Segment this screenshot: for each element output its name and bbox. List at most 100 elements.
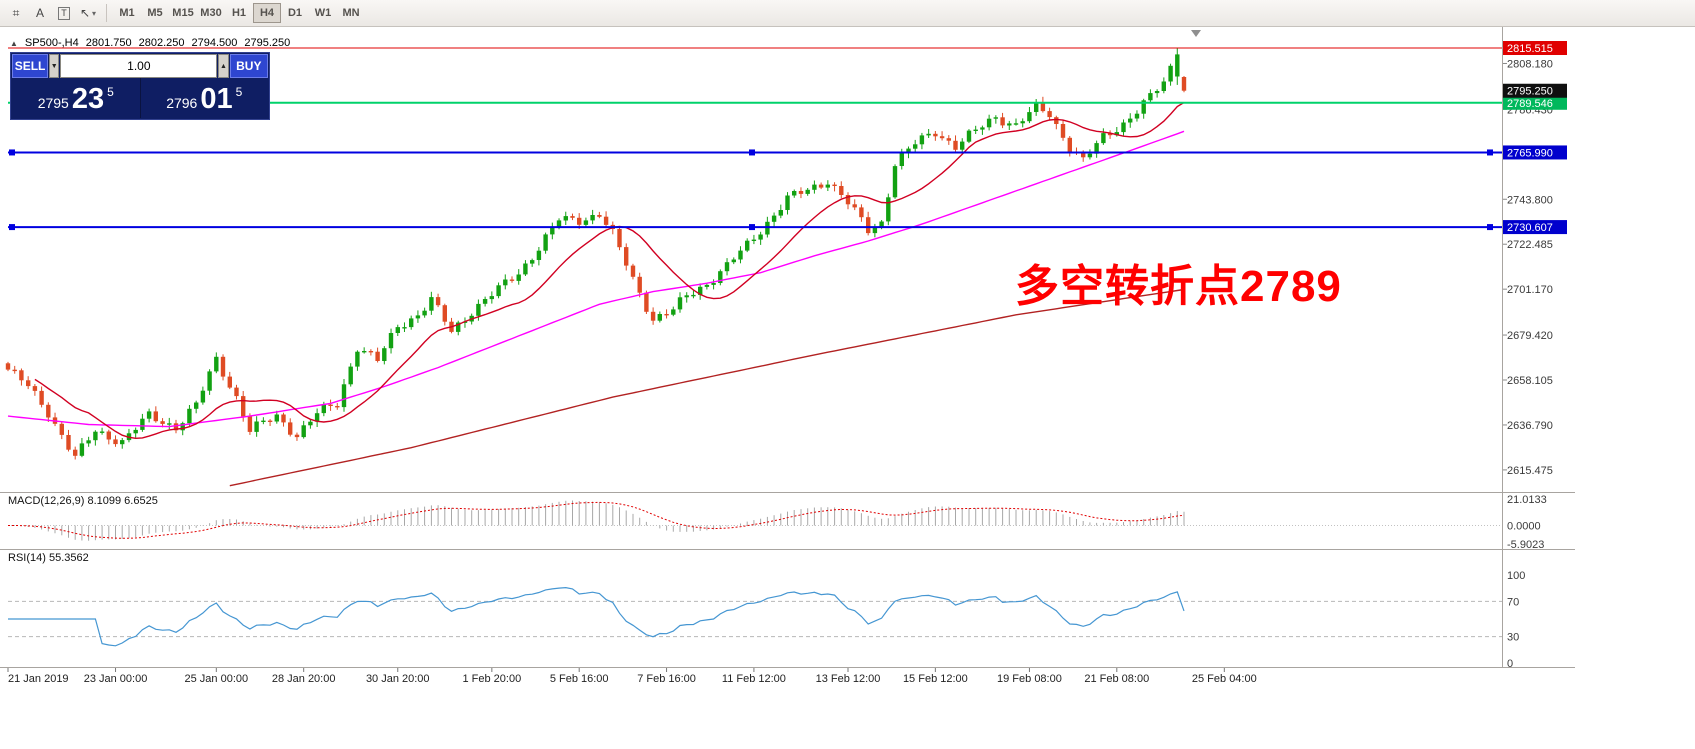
svg-text:2658.105: 2658.105 [1507, 375, 1553, 387]
svg-text:2765.990: 2765.990 [1507, 147, 1553, 159]
price-badge: 2730.607 [1503, 220, 1567, 235]
svg-text:13 Feb 12:00: 13 Feb 12:00 [816, 673, 881, 685]
rsi-line [8, 586, 1185, 647]
volume-input[interactable] [60, 54, 218, 78]
svg-text:2795.250: 2795.250 [1507, 86, 1553, 98]
svg-text:2615.475: 2615.475 [1507, 465, 1553, 477]
svg-text:2815.515: 2815.515 [1507, 43, 1553, 55]
price-axis[interactable]: 2808.1802786.4302743.8002722.4852701.170… [1503, 58, 1553, 477]
price-badge: 2815.515 [1503, 41, 1567, 56]
svg-text:70: 70 [1507, 596, 1519, 608]
symbol-ohlc-header: ▲ SP500-,H4 2801.750 2802.250 2794.500 2… [10, 37, 290, 49]
svg-text:21 Feb 08:00: 21 Feb 08:00 [1084, 673, 1149, 685]
svg-text:2701.170: 2701.170 [1507, 284, 1553, 296]
text-box-tool-button[interactable]: T [52, 2, 76, 24]
sell-button[interactable]: SELL [12, 54, 49, 78]
svg-text:2722.485: 2722.485 [1507, 239, 1553, 251]
panel-borders [0, 27, 1575, 668]
price-badge: 2789.546 [1503, 95, 1567, 110]
bid-price-big-digits: 23 [71, 83, 105, 115]
text-tool-icon: A [35, 6, 44, 20]
bid-price[interactable]: 2795 23 5 [12, 78, 140, 118]
svg-text:-5.9023: -5.9023 [1507, 539, 1544, 551]
svg-text:23 Jan 00:00: 23 Jan 00:00 [84, 673, 148, 685]
time-axis[interactable]: 21 Jan 2019 23 Jan 00:00 25 Jan 00:00 28 Ja… [7, 668, 1257, 685]
toolbar-separator [106, 4, 107, 22]
volume-decrease-button[interactable]: ▼ [49, 54, 60, 78]
timeframe-m1[interactable]: M1 [113, 3, 141, 23]
svg-text:25 Jan 00:00: 25 Jan 00:00 [185, 673, 249, 685]
svg-text:0.0000: 0.0000 [1507, 520, 1541, 532]
chart-shift-marker[interactable] [1191, 30, 1201, 37]
line-handle[interactable] [1487, 149, 1493, 156]
bid-price-main: 2795 [37, 95, 69, 111]
rsi-panel: 100 70 30 0 RSI(14) 55.3562 [8, 552, 1525, 670]
macd-signal-line [8, 501, 1185, 539]
svg-text:RSI(14) 55.3562: RSI(14) 55.3562 [8, 552, 89, 564]
crosshair-tool-button[interactable]: ⌗ [4, 2, 28, 24]
chart-canvas[interactable]: 2808.1802786.4302743.8002722.4852701.170… [0, 27, 1695, 749]
svg-text:25 Feb 04:00: 25 Feb 04:00 [1192, 673, 1257, 685]
bar-open-value: 2801.750 [85, 37, 132, 49]
volume-increase-button[interactable]: ▲ [218, 54, 229, 78]
svg-text:28 Jan 20:00: 28 Jan 20:00 [272, 673, 336, 685]
svg-text:30: 30 [1507, 632, 1519, 644]
ask-price[interactable]: 2796 01 5 [139, 78, 269, 118]
svg-text:0: 0 [1507, 658, 1513, 670]
draw-objects-button[interactable]: ↖ ▾ [76, 2, 100, 24]
text-label-tool-button[interactable]: A [28, 2, 52, 24]
line-handle[interactable] [1487, 224, 1493, 231]
ma-medium-line [7, 130, 1185, 428]
timeframe-m5[interactable]: M5 [141, 3, 169, 23]
timeframe-w1[interactable]: W1 [309, 3, 337, 23]
timeframe-m30[interactable]: M30 [197, 3, 225, 23]
svg-text:2636.790: 2636.790 [1507, 420, 1553, 432]
bar-low-value: 2794.500 [191, 37, 238, 49]
ask-price-main: 2796 [166, 95, 198, 111]
timeframe-mn[interactable]: MN [337, 3, 365, 23]
svg-text:7 Feb 16:00: 7 Feb 16:00 [637, 673, 696, 685]
one-click-trading-panel: SELL ▼ ▲ BUY 2795 23 5 2796 01 5 [10, 52, 270, 120]
svg-text:5 Feb 16:00: 5 Feb 16:00 [550, 673, 609, 685]
buy-button[interactable]: BUY [229, 54, 269, 78]
svg-text:2789.546: 2789.546 [1507, 98, 1553, 110]
svg-text:19 Feb 08:00: 19 Feb 08:00 [997, 673, 1062, 685]
expand-icon: ▲ [10, 38, 18, 48]
bar-close-value: 2795.250 [244, 37, 291, 49]
bid-price-pip: 5 [107, 85, 114, 99]
line-handle[interactable] [9, 149, 15, 156]
price-badge: 2795.250 [1503, 83, 1567, 98]
ask-price-pip: 5 [235, 85, 243, 99]
candlestick-series [5, 48, 1187, 460]
draw-objects-icon: ↖ [79, 6, 91, 20]
timeframe-h4[interactable]: H4 [253, 3, 281, 23]
svg-text:2730.607: 2730.607 [1507, 222, 1553, 234]
svg-text:2808.180: 2808.180 [1507, 58, 1553, 70]
svg-text:2743.800: 2743.800 [1507, 194, 1553, 206]
svg-text:21.0133: 21.0133 [1507, 494, 1547, 506]
line-handle[interactable] [9, 224, 15, 231]
timeframe-d1[interactable]: D1 [281, 3, 309, 23]
top-toolbar: ⌗ A T ↖ ▾ M1 M5 M15 M30 H1 H4 D1 W1 MN [0, 0, 1695, 27]
svg-text:15 Feb 12:00: 15 Feb 12:00 [903, 673, 968, 685]
line-handle[interactable] [749, 149, 755, 156]
bar-high-value: 2802.250 [138, 37, 185, 49]
svg-text:11 Feb 12:00: 11 Feb 12:00 [722, 673, 786, 685]
price-badge: 2765.990 [1503, 145, 1567, 160]
svg-text:100: 100 [1507, 570, 1525, 582]
ma-slow-line [229, 288, 1185, 487]
symbol-name: SP500-,H4 [24, 37, 79, 49]
svg-text:30 Jan 20:00: 30 Jan 20:00 [366, 673, 430, 685]
ma-fast-line [34, 101, 1185, 440]
svg-text:1 Feb 20:00: 1 Feb 20:00 [462, 673, 521, 685]
line-handle[interactable] [749, 224, 755, 231]
svg-text:21 Jan 2019: 21 Jan 2019 [8, 673, 69, 685]
svg-text:2679.420: 2679.420 [1507, 330, 1553, 342]
timeframe-m15[interactable]: M15 [169, 3, 197, 23]
svg-text:MACD(12,26,9) 8.1099 6.6525: MACD(12,26,9) 8.1099 6.6525 [8, 495, 158, 507]
ask-price-big-digits: 01 [200, 83, 233, 115]
crosshair-icon: ⌗ [12, 5, 20, 20]
chart-text-annotation[interactable]: 多空转折点2789 [1015, 262, 1342, 311]
timeframe-h1[interactable]: H1 [225, 3, 253, 23]
